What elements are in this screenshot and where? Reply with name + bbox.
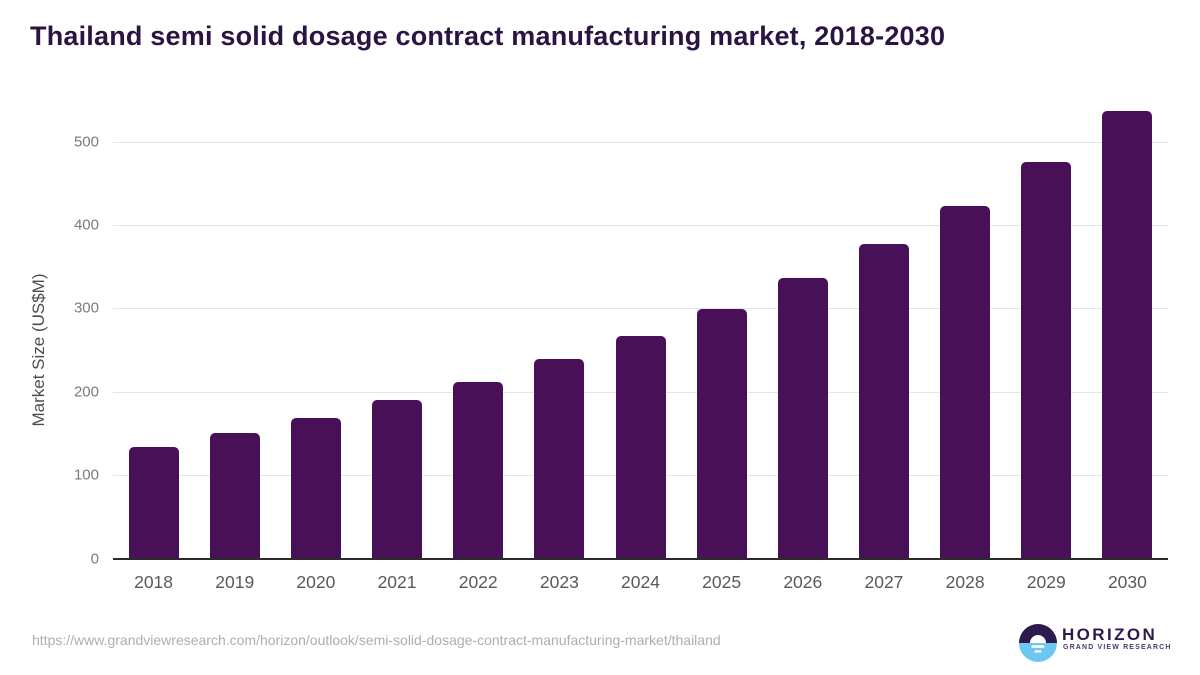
bar-2030	[1102, 111, 1153, 559]
x-tick-label-2030: 2030	[1107, 572, 1147, 592]
bar-2022	[453, 381, 504, 559]
x-tick-label-2024: 2024	[621, 572, 660, 592]
y-tick-label-300: 300	[73, 299, 99, 317]
x-tick-label-2025: 2025	[702, 572, 742, 592]
y-tick-label-0: 0	[90, 550, 99, 567]
gridline-300	[113, 308, 1168, 310]
horizon-logo-icon	[1019, 624, 1057, 667]
bar-2020	[290, 418, 341, 559]
gridline-400	[113, 224, 1168, 226]
bar-2019	[209, 433, 260, 559]
x-tick-label-2028: 2028	[945, 572, 985, 592]
x-tick-label-2023: 2023	[539, 572, 579, 592]
gridline-500	[113, 141, 1168, 143]
y-tick-label-200: 200	[73, 383, 99, 401]
bar-2026	[777, 278, 828, 559]
x-tick-label-2019: 2019	[215, 572, 255, 592]
y-tick-label-400: 400	[73, 216, 99, 234]
bar-2023	[534, 359, 585, 559]
bar-2021	[372, 400, 423, 559]
y-tick-label-500: 500	[73, 133, 99, 150]
x-tick-label-2021: 2021	[377, 572, 417, 592]
source-url: https://www.grandviewresearch.com/horizo…	[32, 632, 721, 648]
horizon-logo-text: HORIZON	[1062, 625, 1158, 644]
bar-2028	[940, 205, 991, 559]
x-tick-label-2018: 2018	[134, 572, 174, 592]
horizon-logo: HORIZON GRAND VIEW RESEARCH	[1019, 624, 1172, 667]
horizon-logo-subtitle: GRAND VIEW RESEARCH	[1063, 644, 1172, 651]
x-axis-line	[113, 557, 1168, 560]
x-tick-label-2027: 2027	[864, 572, 904, 592]
chart-title: Thailand semi solid dosage contract manu…	[30, 21, 946, 51]
bar-2027	[858, 244, 909, 559]
bar-2025	[696, 309, 747, 559]
x-tick-label-2020: 2020	[296, 572, 336, 592]
bar-2018	[128, 446, 179, 559]
y-axis-title: Market Size (US$M)	[29, 273, 48, 427]
bar-2029	[1021, 161, 1072, 559]
x-tick-label-2029: 2029	[1026, 572, 1066, 592]
bar-2024	[615, 335, 666, 559]
y-tick-label-100: 100	[73, 466, 99, 484]
x-tick-label-2022: 2022	[458, 572, 498, 592]
x-tick-label-2026: 2026	[783, 572, 823, 592]
